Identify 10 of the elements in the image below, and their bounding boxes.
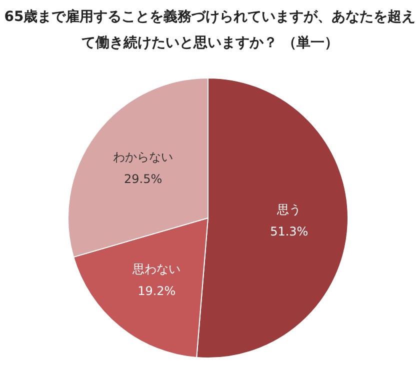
data-label: 19.2% [138,284,176,298]
slice-label: わからない [113,150,174,164]
slice: 思わない 19.2% [73,218,208,358]
slice-label: 思わない [132,262,181,276]
slice: わからない 29.5% [68,78,208,258]
data-label: 29.5% [124,172,162,186]
chart-title: 65歳まで雇用することを義務づけられていますが、あなたを超えて働き続けたいと思いますか？ （単一） [4,8,416,53]
slice-label: 思う [276,202,302,216]
data-label: 51.3% [270,224,308,238]
slice: 思う 51.3% [196,78,348,358]
